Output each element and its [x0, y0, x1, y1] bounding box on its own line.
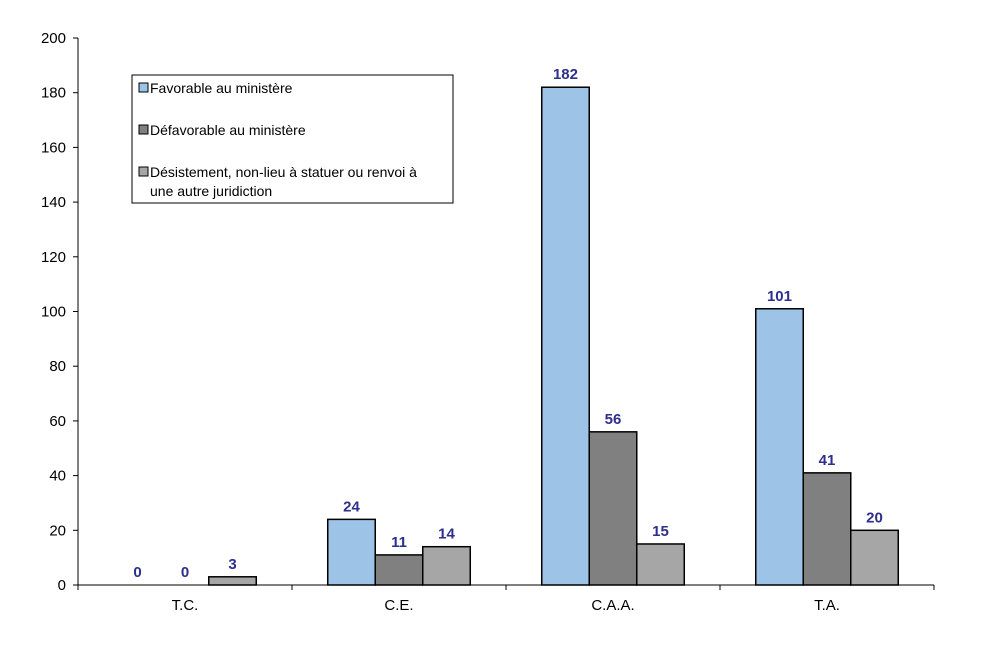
y-tick-label: 180: [41, 85, 66, 102]
legend-swatch: [138, 166, 149, 177]
legend-box: [131, 74, 454, 204]
legend-swatch: [138, 82, 149, 93]
x-tick-label: C.A.A.: [591, 597, 634, 614]
bar: [802, 472, 852, 586]
legend-label: une autre juridiction: [150, 183, 272, 199]
data-label: 0: [133, 564, 141, 581]
x-tick-label: T.A.: [814, 597, 840, 614]
y-tick-label: 80: [49, 358, 66, 375]
bar: [850, 529, 900, 586]
y-tick-label: 200: [41, 30, 66, 47]
legend-swatch: [138, 124, 149, 135]
x-tick-label: C.E.: [384, 597, 413, 614]
legend-label: Désistement, non-lieu à statuer ou renvo…: [150, 164, 417, 180]
data-label: 24: [343, 498, 360, 515]
bar: [208, 576, 258, 586]
data-label: 11: [391, 534, 407, 551]
bar: [326, 518, 376, 586]
y-tick-label: 100: [41, 304, 66, 321]
bar: [754, 308, 804, 586]
data-label: 41: [819, 452, 836, 469]
bar: [636, 543, 686, 586]
data-label: 15: [652, 523, 669, 540]
data-labels: 0 24 182 101 0 11 56 41 3 14 15 20: [133, 66, 883, 581]
legend-label: Défavorable au ministère: [150, 122, 306, 138]
y-tick-label: 20: [49, 522, 66, 539]
y-tick-label: 0: [58, 577, 66, 594]
y-tick-label: 140: [41, 194, 66, 211]
bar: [540, 86, 590, 586]
y-tick-label: 120: [41, 249, 66, 266]
x-tick-label: T.C.: [172, 597, 199, 614]
y-tick-label: 60: [49, 413, 66, 430]
bar: [422, 545, 472, 586]
data-label: 14: [438, 526, 455, 543]
data-label: 182: [553, 66, 578, 83]
bar: [588, 431, 638, 586]
legend: Favorable au ministère Défavorable au min…: [131, 74, 454, 204]
data-label: 56: [605, 411, 622, 428]
y-tick-label: 40: [49, 468, 66, 485]
data-label: 0: [181, 564, 189, 581]
data-label: 101: [767, 288, 792, 305]
legend-label: Favorable au ministère: [150, 80, 293, 96]
bar: [374, 554, 424, 586]
data-label: 3: [228, 556, 236, 573]
data-label: 20: [866, 509, 883, 526]
bars: [208, 86, 900, 586]
y-tick-label: 160: [41, 139, 66, 156]
